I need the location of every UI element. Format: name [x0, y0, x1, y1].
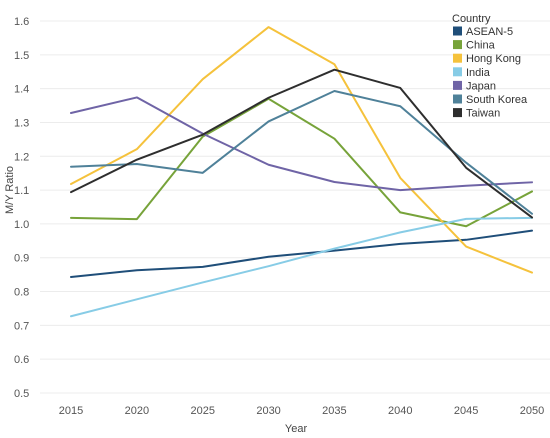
legend-swatch-china: [453, 40, 462, 50]
legend-label-asean-5: ASEAN-5: [466, 26, 513, 38]
x-tick-label: 2050: [520, 405, 544, 417]
legend-label-china: China: [466, 40, 496, 52]
legend-label-japan: Japan: [466, 80, 496, 92]
y-tick-label: 1.1: [14, 185, 29, 197]
legend-swatch-south-korea: [453, 94, 462, 104]
legend-swatch-taiwan: [453, 108, 462, 118]
legend-swatch-japan: [453, 80, 462, 90]
x-tick-label: 2015: [59, 405, 83, 417]
legend-swatch-asean-5: [453, 26, 462, 36]
series-line-china: [70, 97, 533, 228]
y-tick-label: 0.8: [14, 287, 29, 299]
x-axis-title: Year: [285, 423, 308, 435]
series-line-japan: [70, 96, 533, 192]
legend-label-hong-kong: Hong Kong: [466, 53, 521, 65]
x-tick-label: 2035: [322, 405, 346, 417]
y-tick-label: 0.6: [14, 354, 29, 366]
y-tick-label: 1.2: [14, 151, 29, 163]
gridlines: [40, 20, 550, 394]
legend-label-south-korea: South Korea: [466, 94, 528, 106]
x-tick-label: 2040: [388, 405, 412, 417]
y-tick-label: 0.9: [14, 253, 29, 265]
y-axis-ticks: 0.5 0.6 0.7 0.8 0.9 1.0 1.1 1.2 1.3 1.4 1.5 1.6: [14, 16, 29, 400]
y-tick-label: 1.4: [14, 84, 29, 96]
x-tick-label: 2045: [454, 405, 478, 417]
x-axis-ticks: 2015 2020 2025 2030 2035 2040 2045 2050: [59, 405, 544, 417]
y-tick-label: 0.7: [14, 320, 29, 332]
legend-label-taiwan: Taiwan: [466, 108, 500, 120]
series-lines: [70, 26, 533, 318]
series-line-india: [70, 216, 533, 318]
x-tick-label: 2020: [125, 405, 149, 417]
legend-swatch-india: [453, 67, 462, 77]
series-line-south-korea: [70, 90, 533, 215]
series-line-taiwan: [70, 68, 533, 219]
y-tick-label: 0.5: [14, 388, 29, 400]
y-axis-title: M/Y Ratio: [4, 166, 16, 214]
x-tick-label: 2030: [256, 405, 280, 417]
series-line-hong-kong: [70, 26, 533, 274]
y-tick-label: 1.3: [14, 117, 29, 129]
legend-swatch-hong-kong: [453, 53, 462, 63]
legend-label-india: India: [466, 67, 491, 79]
y-tick-label: 1.6: [14, 16, 29, 28]
legend-title: Country: [452, 13, 491, 25]
y-tick-label: 1.5: [14, 50, 29, 62]
y-tick-label: 1.0: [14, 219, 29, 231]
series-line-asean-5: [70, 229, 533, 279]
x-tick-label: 2025: [190, 405, 214, 417]
